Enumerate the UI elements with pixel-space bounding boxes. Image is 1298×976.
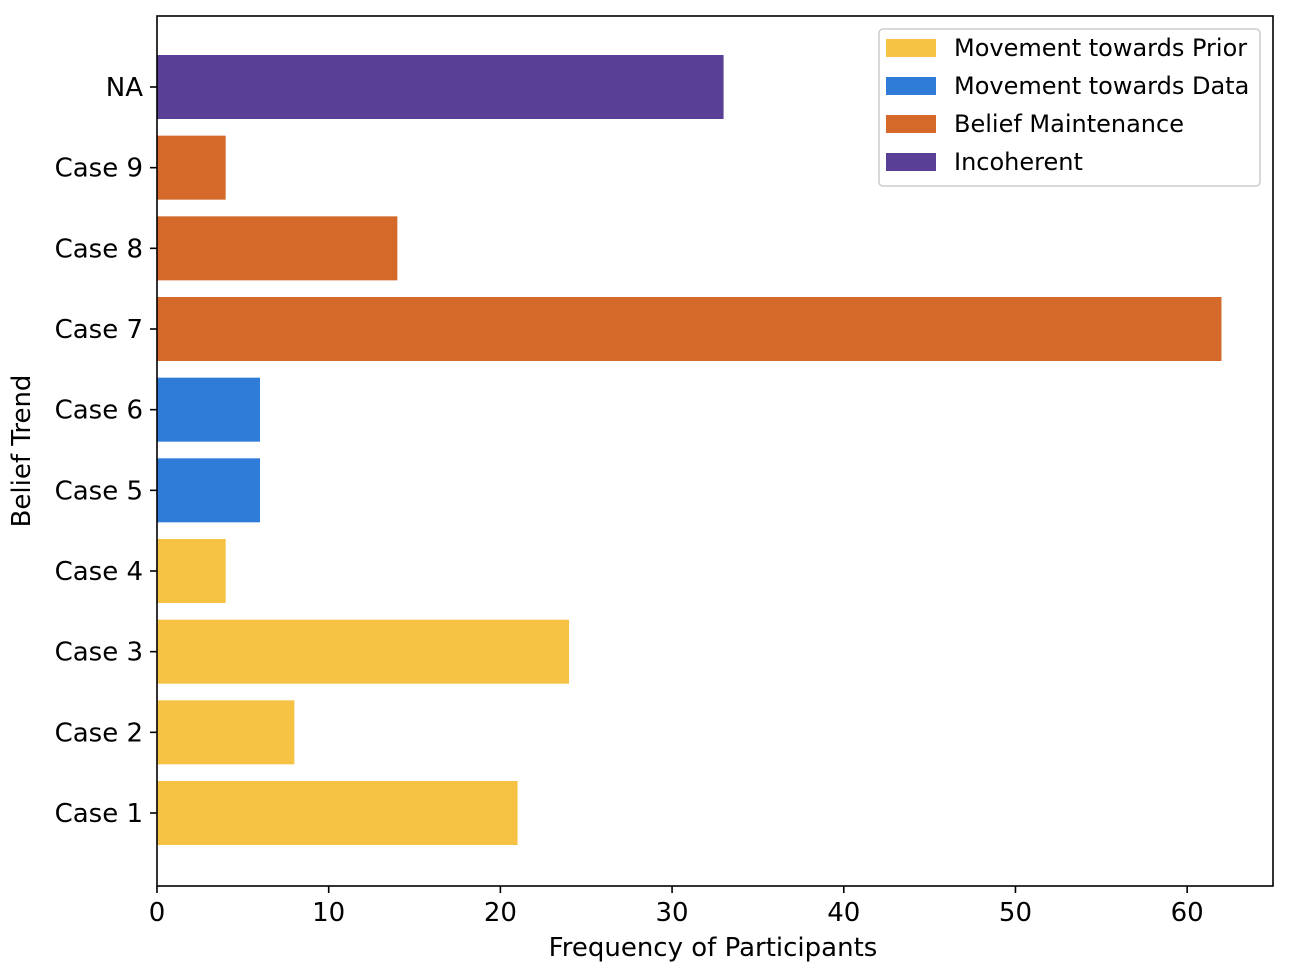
legend-frame — [878, 28, 1261, 187]
x-tick-label: 60 — [1171, 898, 1204, 928]
bar-case-5 — [157, 458, 261, 523]
bar-case-1 — [157, 781, 518, 845]
x-tick-label: 50 — [999, 898, 1032, 928]
bar-na — [157, 55, 724, 119]
y-tick-label: Case 4 — [55, 557, 143, 587]
x-tick-label: 40 — [827, 898, 860, 928]
bar-case-3 — [157, 619, 570, 684]
y-tick-label: Case 1 — [55, 799, 143, 829]
x-tick-label: 10 — [312, 898, 345, 928]
y-tick-label: Case 3 — [55, 638, 143, 668]
legend-swatch — [886, 115, 936, 133]
x-axis-title: Frequency of Participants — [549, 933, 878, 963]
bar-case-4 — [157, 539, 226, 603]
bar-case-9 — [157, 135, 226, 200]
legend-label: Movement towards Data — [954, 72, 1249, 100]
bar-case-6 — [157, 377, 261, 442]
y-axis-ticks: Case 1 Case 2 Case 3 Case 4 Case 5 Case 6 Case… — [55, 73, 157, 829]
legend-swatch — [886, 153, 936, 171]
bar-case-7 — [157, 297, 1222, 361]
legend-swatch — [886, 39, 936, 57]
x-tick-label: 30 — [656, 898, 689, 928]
plot-frame — [156, 15, 1274, 887]
bars-group — [157, 55, 1222, 845]
legend-label: Movement towards Prior — [954, 34, 1247, 62]
bar-case-8 — [157, 216, 398, 281]
bar-case-2 — [157, 700, 295, 765]
y-axis-title: Belief Trend — [7, 375, 37, 528]
x-tick-label: 0 — [149, 898, 166, 928]
legend: Movement towards Prior Movement towards D… — [878, 28, 1261, 187]
y-tick-label: NA — [106, 73, 143, 103]
y-tick-label: Case 8 — [55, 234, 143, 264]
x-tick-label: 20 — [484, 898, 517, 928]
x-axis-ticks: 0 10 20 30 40 50 60 — [149, 886, 1204, 928]
y-tick-label: Case 5 — [55, 476, 143, 506]
y-tick-label: Case 6 — [55, 396, 143, 426]
y-tick-label: Case 2 — [55, 718, 143, 748]
legend-label: Incoherent — [954, 148, 1083, 176]
y-tick-label: Case 7 — [55, 315, 143, 345]
legend-swatch — [886, 77, 936, 95]
legend-label: Belief Maintenance — [954, 110, 1184, 138]
y-tick-label: Case 9 — [55, 154, 143, 184]
